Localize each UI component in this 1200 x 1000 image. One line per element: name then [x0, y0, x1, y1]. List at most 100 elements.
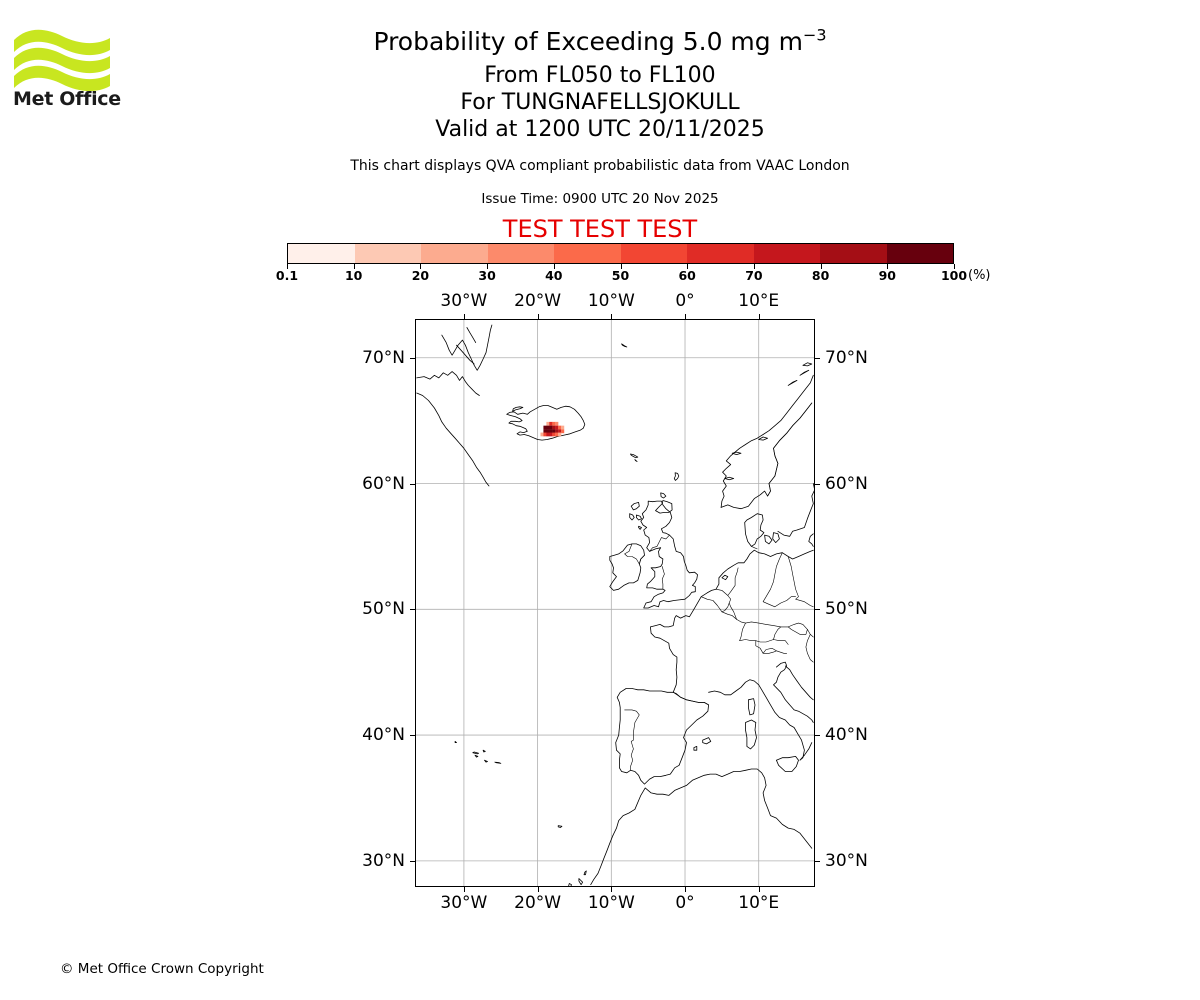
country-border	[715, 588, 732, 613]
country-border	[624, 709, 640, 771]
coastline-segment	[764, 534, 773, 545]
coastline-segment	[472, 751, 479, 755]
country-border	[787, 626, 808, 635]
coastline-segment	[482, 749, 486, 753]
colorbar-tickmark	[753, 264, 755, 269]
copyright-notice: © Met Office Crown Copyright	[60, 961, 264, 977]
lat-label-right: 30°N	[825, 850, 868, 871]
country-border	[762, 650, 777, 654]
axis-tickmark	[685, 887, 687, 892]
colorbar-band-1	[354, 244, 421, 263]
colorbar-tick-label: 40	[545, 268, 563, 283]
colorbar-bands	[287, 243, 954, 264]
lon-label-top: 0°	[675, 291, 695, 311]
coastline-segment	[466, 327, 477, 344]
ash-probability-cell	[552, 432, 556, 437]
map-canvas	[416, 320, 814, 886]
country-border	[805, 634, 814, 663]
title-exponent: −3	[802, 25, 827, 45]
coastline-segment	[784, 665, 814, 701]
axis-tickmark	[463, 887, 465, 892]
colorbar-tickmark	[553, 264, 555, 269]
country-border	[787, 556, 814, 608]
colorbar-band-8	[820, 244, 887, 263]
axis-tickmark	[410, 609, 415, 611]
colorbar-band-7	[753, 244, 820, 263]
title-volcano: For TUNGNAFELLSJOKULL	[460, 90, 740, 115]
colorbar-tick-label: 70	[745, 268, 763, 283]
coastline-segment	[638, 525, 642, 530]
coastline-segment	[720, 402, 813, 510]
axis-tickmark	[537, 887, 539, 892]
probability-colorbar	[287, 243, 954, 264]
country-border	[672, 691, 709, 706]
coastline-segment	[655, 500, 673, 514]
country-border	[767, 402, 813, 497]
coastline-segment	[660, 492, 667, 499]
title-flight-levels: From FL050 to FL100	[484, 63, 716, 88]
map-gridlines	[416, 320, 814, 886]
ash-probability-cell	[546, 425, 550, 430]
ash-probability-cell	[549, 421, 553, 426]
ash-probability-cell	[549, 429, 553, 434]
coastline-segment	[583, 870, 587, 876]
lon-label-top: 10°E	[738, 291, 780, 311]
country-border	[661, 566, 665, 590]
colorbar-ticks: 0.1 10 20 30 40 50 60 70 80 90 100	[276, 264, 967, 286]
coastline-segment	[772, 532, 780, 544]
country-border	[745, 621, 814, 638]
lon-label-bottom: 10°E	[738, 893, 780, 913]
coastline-segment	[484, 759, 488, 763]
axis-tickmark	[758, 887, 760, 892]
colorbar-tick-label: 50	[611, 268, 630, 283]
coastline-segment	[744, 513, 765, 547]
map-plot-area[interactable]	[415, 319, 815, 887]
ash-probability-cell	[546, 421, 550, 426]
colorbar-unit-label: (%)	[968, 268, 991, 283]
lat-label-right: 50°N	[825, 599, 868, 620]
ash-probability-cell	[555, 429, 559, 434]
met-office-wordmark: Met Office	[13, 88, 121, 110]
colorbar-tickmark	[820, 264, 822, 269]
ash-probability-cell	[558, 432, 562, 437]
axis-tickmark	[463, 314, 465, 319]
axis-tickmark	[611, 887, 613, 892]
colorbar-tickmark	[287, 264, 288, 269]
country-border	[739, 639, 789, 645]
colorbar-band-5	[620, 244, 687, 263]
coastline-segment	[721, 574, 729, 581]
ash-probability-cell	[552, 425, 556, 430]
coastline-segment	[720, 374, 814, 508]
axis-tickmark	[410, 483, 415, 485]
coastline-segment	[630, 453, 639, 459]
axis-tickmark	[410, 735, 415, 737]
ash-probability-cell	[561, 429, 565, 434]
title-valid-time: Valid at 1200 UTC 20/11/2025	[435, 117, 765, 142]
coastline-segment	[775, 755, 799, 772]
coastline-segment	[640, 500, 698, 609]
axis-tickmark	[815, 357, 820, 359]
coastline-segment	[474, 754, 479, 758]
coastline-segment	[673, 472, 680, 481]
axis-tickmark	[815, 483, 820, 485]
coastline-segment	[506, 405, 586, 441]
coastline-segment	[629, 513, 635, 521]
lon-label-bottom: 20°W	[514, 893, 562, 913]
coastline-segment	[609, 543, 645, 591]
map-coastlines	[416, 324, 814, 886]
ash-probability-cell	[558, 425, 562, 430]
colorbar-band-9	[886, 244, 953, 263]
ash-probability-cell	[549, 425, 553, 430]
axis-tickmark	[611, 314, 613, 319]
lon-label-bottom: 30°W	[440, 893, 488, 913]
met-office-logo	[12, 22, 122, 117]
lat-label-left: 70°N	[362, 347, 405, 368]
coastline-segment	[634, 459, 638, 462]
axis-tickmark	[410, 357, 415, 359]
coastline-segment	[441, 324, 493, 371]
coastline-segment	[724, 476, 735, 481]
colorbar-tick-label: 30	[478, 268, 496, 283]
colorbar-tickmark	[687, 264, 689, 269]
country-border	[728, 602, 737, 620]
ash-probability-cell	[552, 429, 556, 434]
